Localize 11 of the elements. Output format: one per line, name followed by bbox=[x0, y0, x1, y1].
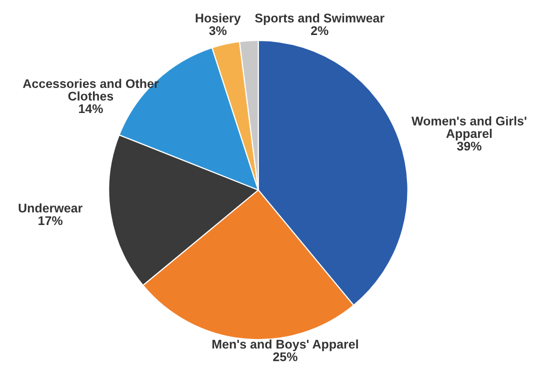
data-label: 25% bbox=[273, 352, 298, 362]
slice-label: Men's and Boys' Apparel bbox=[212, 339, 358, 352]
slice-label: Women's and Girls' Apparel bbox=[412, 116, 526, 140]
slice-label: Hosiery bbox=[196, 13, 241, 25]
data-label: 3% bbox=[209, 26, 227, 36]
data-label: 39% bbox=[457, 142, 482, 151]
data-label: 17% bbox=[38, 216, 63, 226]
slice-label: Underwear bbox=[18, 203, 82, 213]
data-label: 14% bbox=[79, 104, 103, 114]
slice-label: Sports and Swimwear bbox=[255, 13, 384, 25]
data-label: 2% bbox=[311, 26, 328, 36]
